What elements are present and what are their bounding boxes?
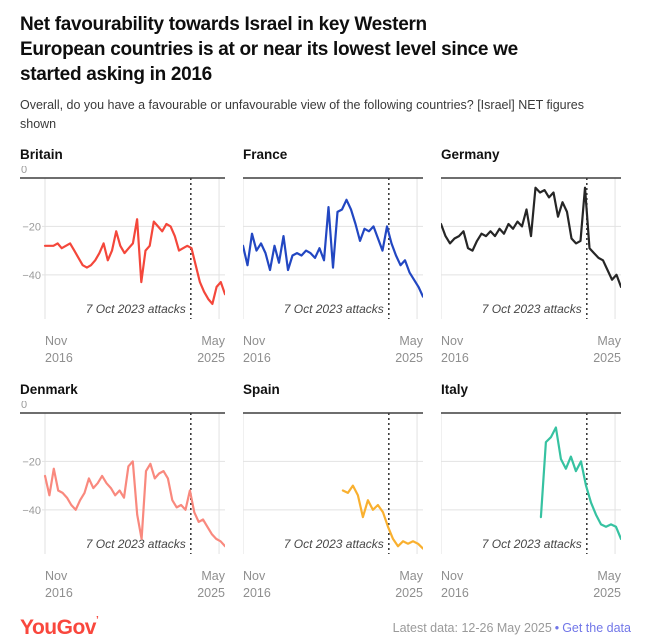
chart-title: Britain bbox=[20, 146, 63, 162]
chart-title: Spain bbox=[243, 382, 280, 398]
y-tick-label: −40 bbox=[22, 505, 41, 517]
y-tick-label: 0 bbox=[21, 166, 27, 176]
x-label-start: Nov 2016 bbox=[243, 569, 271, 601]
charts-grid: Britain 0 −20 −40 7 Oct 2023 attacks Nov 2016 M… bbox=[20, 147, 631, 603]
separator-dot: • bbox=[554, 621, 560, 636]
chart-question-subtitle: Overall, do you have a favourable or unf… bbox=[20, 98, 584, 131]
title-line-2: European countries is at or near its low… bbox=[20, 39, 518, 61]
attack-annotation: 7 Oct 2023 attacks bbox=[284, 302, 384, 316]
x-label-start: Nov 2016 bbox=[45, 333, 73, 365]
title-line-3: started asking in 2016 bbox=[20, 64, 212, 86]
series-line-britain bbox=[43, 217, 227, 305]
line-plot-france: 7 Oct 2023 attacks bbox=[241, 176, 425, 319]
x-axis-labels: Nov 2016 May 2025 bbox=[243, 568, 423, 602]
x-axis-labels: Nov 2016 May 2025 bbox=[20, 333, 225, 367]
y-tick-label: 0 bbox=[21, 401, 27, 411]
x-label-start: Nov 2016 bbox=[45, 569, 73, 601]
x-axis-labels: Nov 2016 May 2025 bbox=[20, 568, 225, 602]
chart-title: Germany bbox=[441, 146, 500, 162]
series-line-italy bbox=[539, 426, 623, 541]
yougov-logo-mark-icon: ’ bbox=[95, 615, 99, 627]
chart-title: Italy bbox=[441, 382, 469, 398]
line-plot-britain: 0 −20 −40 7 Oct 2023 attacks bbox=[20, 164, 227, 319]
attack-annotation: 7 Oct 2023 attacks bbox=[86, 302, 186, 316]
y-tick-label: −20 bbox=[22, 221, 41, 233]
title-line-1: Net favourability towards Israel in key … bbox=[20, 14, 427, 35]
x-label-start: Nov 2016 bbox=[441, 333, 469, 365]
chart-cell-britain: Britain 0 −20 −40 7 Oct 2023 attacks Nov 2016 M… bbox=[20, 146, 227, 367]
attack-annotation: 7 Oct 2023 attacks bbox=[86, 537, 186, 551]
x-axis-labels: Nov 2016 May 2025 bbox=[441, 568, 621, 602]
x-label-end: May 2025 bbox=[593, 569, 621, 601]
chart-cell-germany: Germany 7 Oct 2023 attacks Nov 2016 May 2025 bbox=[439, 146, 623, 367]
attack-annotation: 7 Oct 2023 attacks bbox=[482, 302, 582, 316]
x-axis-labels: Nov 2016 May 2025 bbox=[243, 333, 423, 367]
chart-cell-denmark: Denmark 0 −20 −40 7 Oct 2023 attacks Nov 2016 M… bbox=[20, 382, 227, 602]
chart-title: France bbox=[243, 146, 288, 162]
attack-annotation: 7 Oct 2023 attacks bbox=[482, 537, 582, 551]
series-line-denmark bbox=[43, 460, 227, 548]
chart-title: Denmark bbox=[20, 382, 78, 398]
get-the-data-link[interactable]: Get the data bbox=[562, 621, 631, 636]
y-tick-label: −20 bbox=[22, 457, 41, 469]
page-title: Net favourability towards Israel in key … bbox=[20, 12, 631, 87]
x-label-end: May 2025 bbox=[395, 569, 423, 601]
chart-cell-spain: Spain 7 Oct 2023 attacks Nov 2016 May 2025 bbox=[242, 382, 425, 602]
yougov-logo: YouGov’ bbox=[20, 615, 99, 640]
latest-data-text: Latest data: 12-26 May 2025 bbox=[392, 621, 552, 636]
x-axis-labels: Nov 2016 May 2025 bbox=[441, 333, 621, 367]
x-label-start: Nov 2016 bbox=[441, 569, 469, 601]
line-plot-denmark: 0 −20 −40 7 Oct 2023 attacks bbox=[20, 399, 227, 555]
footer: YouGov’ Latest data: 12-26 May 2025 • Get … bbox=[20, 616, 631, 640]
line-plot-spain: 7 Oct 2023 attacks bbox=[242, 412, 425, 555]
y-tick-label: −40 bbox=[22, 270, 41, 282]
x-label-end: May 2025 bbox=[395, 333, 423, 365]
x-label-end: May 2025 bbox=[197, 569, 225, 601]
attack-annotation: 7 Oct 2023 attacks bbox=[284, 537, 384, 551]
series-line-germany bbox=[439, 186, 623, 288]
line-plot-germany: 7 Oct 2023 attacks bbox=[439, 176, 623, 319]
series-line-spain bbox=[341, 484, 425, 551]
x-label-start: Nov 2016 bbox=[243, 333, 271, 365]
yougov-logo-text: YouGov bbox=[20, 616, 96, 640]
chart-cell-italy: Italy 7 Oct 2023 attacks Nov 2016 May 2025 bbox=[440, 382, 623, 602]
series-line-france bbox=[241, 198, 425, 298]
chart-cell-france: France 7 Oct 2023 attacks Nov 2016 May 2025 bbox=[241, 146, 425, 367]
footer-meta: Latest data: 12-26 May 2025 • Get the data bbox=[393, 621, 631, 635]
line-plot-italy: 7 Oct 2023 attacks bbox=[440, 412, 623, 555]
x-label-end: May 2025 bbox=[197, 333, 225, 365]
x-label-end: May 2025 bbox=[593, 333, 621, 365]
